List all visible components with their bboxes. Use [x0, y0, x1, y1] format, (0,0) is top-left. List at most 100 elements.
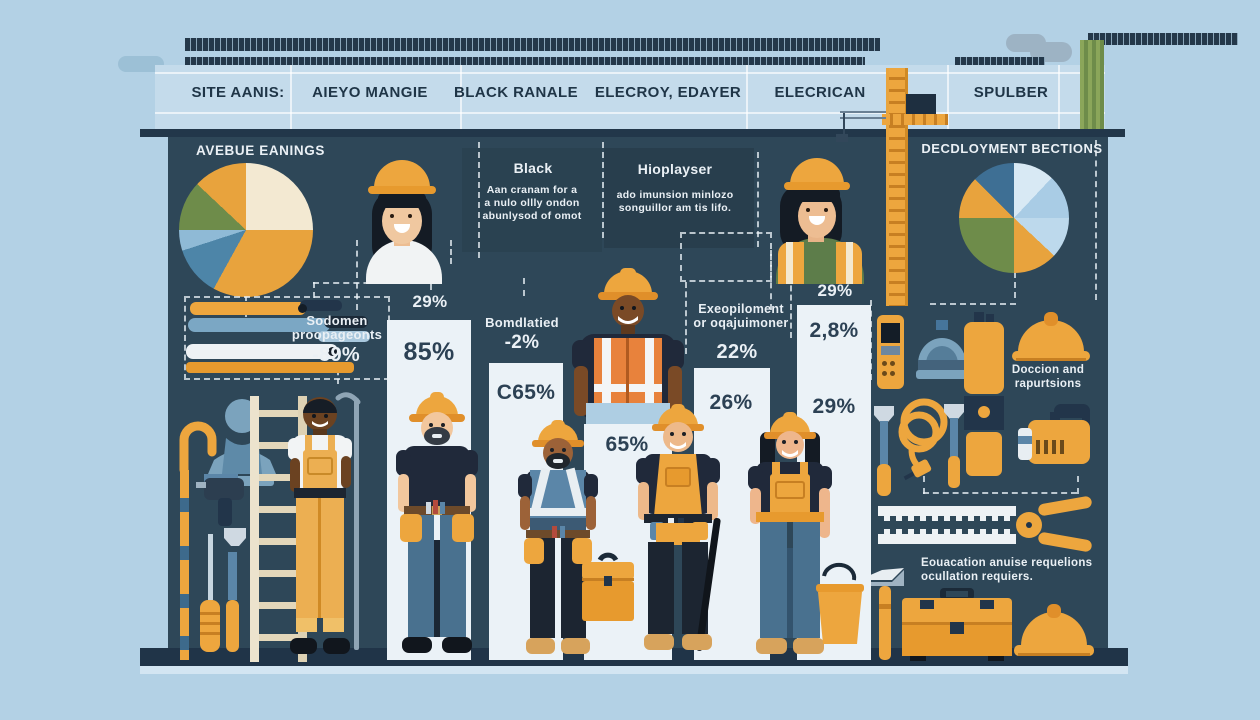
header-divider [947, 65, 949, 135]
header-gridline [155, 112, 1105, 114]
sodomen-label-line1: Sodomen [306, 313, 368, 328]
worker-illustration-5 [748, 412, 864, 654]
dashed-connector [523, 278, 525, 296]
deployment-section-title: DECDLOYMENT BECTIONS [921, 141, 1103, 156]
green-striped-pillar [1080, 40, 1104, 135]
bomdlatied-value: -2% [504, 332, 540, 353]
header-divider [1058, 65, 1060, 135]
stat-29-left: 29% [412, 292, 448, 311]
hard-hat-icon-right [1012, 312, 1090, 361]
multimeter-tool [877, 315, 904, 389]
book-blue [188, 318, 330, 332]
worker-illustration-vest [572, 268, 684, 420]
bar-26-value: 26% [709, 391, 753, 414]
education-note-line2: ocullation requiers. [921, 571, 1034, 583]
dashed-connector [356, 240, 358, 310]
crane-mast [886, 68, 908, 306]
cable-coil-tool [898, 398, 948, 481]
crane-crossbar [882, 114, 948, 125]
dashed-connector [313, 282, 315, 298]
hatch-bar-top-right [1088, 33, 1238, 45]
header-gridline [155, 72, 1105, 74]
dashed-connector [478, 142, 480, 258]
hatch-bar-top-3 [955, 57, 1045, 66]
header-col-aieyo: AIEYO MANGIE [312, 84, 428, 101]
shelf-base [186, 362, 354, 373]
education-note-line1: Eouacation anuise requelions [921, 557, 1093, 569]
portrait-woman-right [772, 150, 866, 284]
black-body-line1: Aan cranam for a [486, 184, 578, 196]
bar-65-value: 65% [605, 433, 649, 456]
dashed-connector [923, 492, 1077, 494]
book-orange [190, 302, 306, 315]
header-divider [460, 65, 462, 135]
doccion-label-line2: rapurtsions [1014, 378, 1082, 390]
bar-85-value: 85% [403, 338, 455, 366]
dashed-connector [1095, 140, 1097, 300]
portrait-woman-left [358, 156, 450, 284]
dashed-connector [602, 142, 604, 238]
employment-label-line1: Exeopiloment [698, 302, 784, 316]
crane-cab [906, 94, 936, 114]
dashed-connector [685, 282, 687, 354]
hatch-bar-top-2 [185, 57, 865, 66]
caulk-gun-tool [964, 312, 1004, 476]
worker-illustration-1 [288, 392, 361, 654]
toolbox [902, 588, 1012, 662]
earnings-section-title: AVEBUE EANINGS [196, 143, 325, 158]
pipe-dark [300, 300, 342, 311]
dashed-connector [450, 240, 452, 264]
black-body-line3: abunlysod of omot [482, 210, 582, 222]
panel-top-edge [140, 129, 1125, 137]
dashed-connector [757, 152, 759, 247]
hammer-tool [868, 568, 904, 660]
bomdlatied-label: Bomdlatied [485, 315, 559, 330]
bar-c65-value: C65% [496, 381, 556, 404]
bar-2-8-value: 2,8% [809, 319, 859, 342]
header-col-electrican: ELECRICAN [774, 84, 866, 101]
worker-illustration-3 [518, 420, 634, 654]
doccion-label-line1: Doccion and [1011, 364, 1085, 376]
dashed-connector [790, 276, 792, 338]
dashed-connector [923, 476, 925, 494]
crane-hook-cable [843, 113, 845, 135]
pliers-pivot [1016, 512, 1042, 538]
black-heading: Black [513, 160, 553, 176]
dashed-connector [1077, 476, 1079, 494]
worker-illustration-2 [396, 392, 478, 653]
pipe-light [318, 331, 370, 342]
dashed-connector [337, 370, 339, 384]
panel-bottom-light-strip [140, 666, 1128, 674]
worker-illustration-4 [636, 404, 721, 651]
power-saw-tool [1018, 404, 1090, 464]
dashed-connector [770, 250, 772, 310]
hisplayser-heading: Hioplayser [637, 161, 713, 177]
deployment-pie-chart [959, 163, 1069, 273]
header-divider [290, 65, 292, 135]
hisplayser-block-bg [604, 148, 754, 248]
pipe-dark-2 [324, 316, 368, 328]
black-block-bg [462, 148, 602, 252]
dashed-connector [870, 300, 872, 380]
dashed-box-hisplayser [680, 232, 772, 282]
sodomen-label-line2: proopageonts [291, 327, 383, 342]
sodomen-value: -89% [312, 344, 360, 366]
stat-29-right: 29% [817, 281, 853, 300]
pedestal-top-band [586, 403, 670, 424]
hisplayser-body-line2: songuillor am tis lifo. [618, 202, 732, 214]
cloud-left [118, 56, 164, 72]
hatch-bar-top [185, 38, 880, 51]
gauge-tool [916, 320, 968, 379]
hard-hat-icon-bottom [1014, 604, 1094, 656]
crane-jib-line-2 [840, 117, 886, 119]
header-col-spulber: SPULBER [973, 84, 1049, 101]
book-white [186, 344, 338, 359]
book-end-cap [298, 304, 307, 313]
crane-jib-line [840, 111, 886, 113]
crane-hook [836, 134, 848, 142]
bar-29-value: 29% [812, 395, 856, 418]
dashed-connector [930, 303, 1016, 305]
header-col-black: BLACK RANALE [454, 84, 578, 101]
pliers-blade-top [878, 506, 1016, 521]
